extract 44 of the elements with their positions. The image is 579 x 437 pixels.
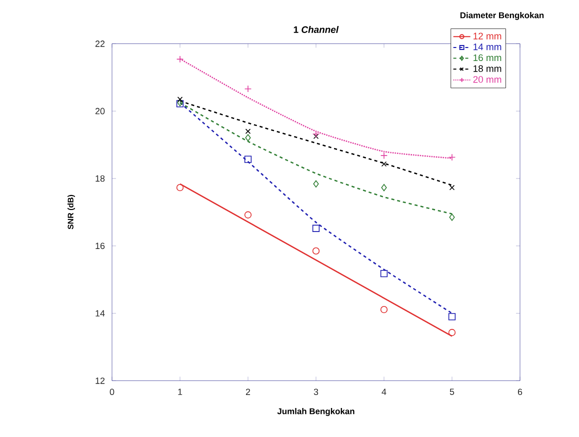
- x-tick-label: 5: [450, 388, 454, 395]
- point: [244, 211, 252, 218]
- point: [177, 96, 183, 102]
- point: [176, 184, 184, 192]
- x-tick-label: 0: [110, 388, 114, 396]
- legend-title: Diameter Bengkokan: [460, 12, 544, 20]
- x-tick-label: 1: [178, 388, 182, 395]
- point: [312, 224, 320, 232]
- x-tick-label: 2: [246, 388, 250, 395]
- legend-label: 14 mm: [474, 44, 502, 50]
- y-tick-label: 14: [96, 310, 105, 316]
- legend-label: 12 mm: [474, 32, 502, 40]
- chart-title: 1 Channel: [294, 26, 339, 33]
- point: [448, 313, 456, 320]
- legend-label: 18 mm: [474, 65, 502, 72]
- point: [245, 128, 251, 134]
- point: [313, 134, 319, 140]
- point: [312, 130, 320, 138]
- point: [244, 85, 252, 92]
- x-tick-label: 3: [314, 388, 318, 396]
- point: [313, 180, 319, 188]
- point: [449, 214, 455, 221]
- y-tick-label: 20: [95, 108, 105, 114]
- x-tick-label: 4: [382, 388, 386, 395]
- point: [380, 306, 388, 314]
- y-tick-label: 16: [96, 242, 105, 250]
- point: [245, 134, 251, 142]
- y-tick-label: 12: [96, 378, 105, 384]
- y-tick-label: 22: [95, 40, 105, 47]
- point: [380, 270, 388, 278]
- y-tick-label: 18: [96, 175, 105, 182]
- point: [381, 161, 387, 167]
- point: [380, 152, 388, 160]
- point: [448, 328, 456, 336]
- legend-label: 20 mm: [473, 76, 502, 83]
- x-axis-title: Jumlah Bengkokan: [277, 408, 354, 416]
- point: [176, 56, 184, 63]
- point: [449, 184, 455, 190]
- legend-label: 16 mm: [474, 54, 502, 62]
- x-tick-label: 6: [518, 388, 522, 396]
- point: [381, 184, 387, 192]
- point: [244, 156, 252, 163]
- point: [448, 154, 456, 161]
- point: [312, 247, 320, 255]
